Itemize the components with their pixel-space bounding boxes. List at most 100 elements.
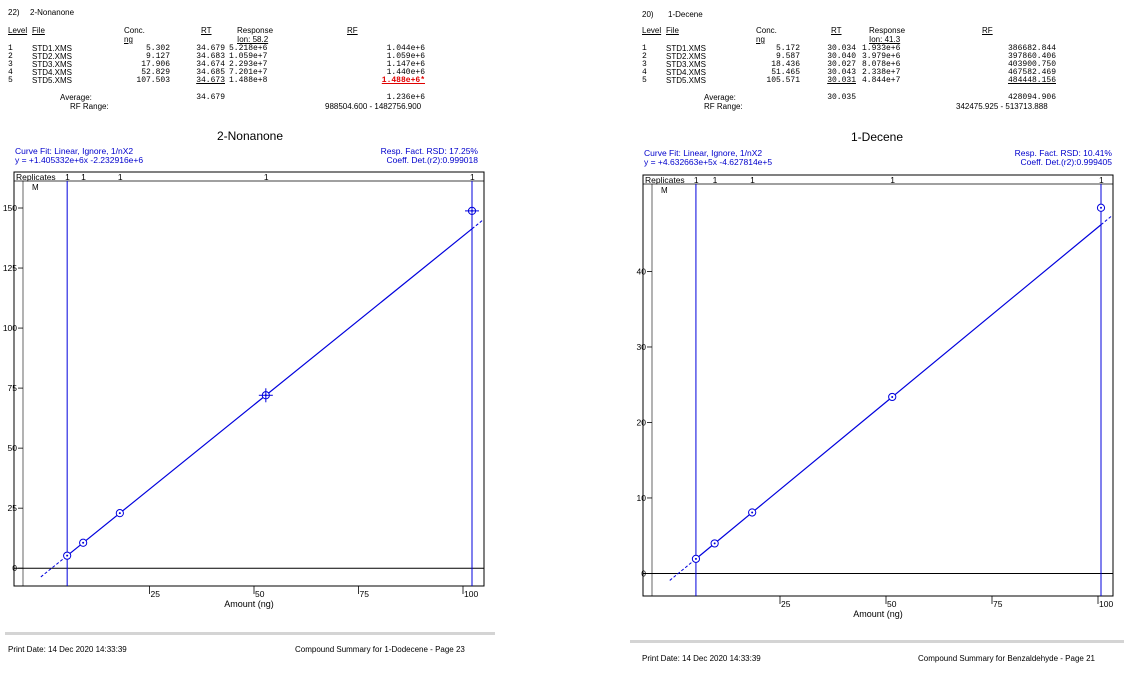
- table-cell-response: 1.933e+6: [862, 44, 901, 53]
- table-cell-rf: 403900.750: [1007, 60, 1056, 69]
- plot-frame: [642, 174, 1114, 597]
- header-ion: Ion: 58.2: [237, 35, 269, 44]
- page-summary: Compound Summary for 1-Dodecene - Page 2…: [295, 645, 465, 654]
- replicate-count: 1: [1099, 175, 1104, 185]
- x-tick-label: 100: [464, 589, 478, 599]
- y-tick-label: 125: [3, 263, 17, 273]
- table-cell-level: 3: [8, 60, 13, 69]
- header-level: Level: [8, 26, 28, 35]
- table-cell-conc: 5.172: [775, 44, 800, 53]
- y-tick-label: 150: [3, 203, 17, 213]
- table-cell-response: 4.844e+7: [862, 76, 901, 85]
- table-cell-rt: 30.027: [827, 60, 856, 69]
- table-cell-conc: 52.829: [141, 68, 170, 77]
- header-conc: Conc.: [756, 26, 777, 35]
- replicates-label: Replicates: [16, 172, 56, 182]
- table-cell-rf: 1.147e+6: [386, 60, 425, 69]
- table-cell-file: STD2.XMS: [666, 52, 707, 61]
- curve-fit-info: Curve Fit: Linear, Ignore, 1/nX2: [644, 148, 763, 158]
- header-rf: RF: [347, 26, 358, 35]
- table-cell-level: 1: [8, 44, 13, 53]
- average-rf: 1.236e+6: [386, 93, 425, 102]
- table-cell-level: 4: [642, 68, 647, 77]
- table-cell-response: 2.338e+7: [862, 68, 901, 77]
- average-rt: 34.679: [196, 93, 225, 102]
- average-rt: 30.035: [827, 93, 856, 102]
- header-response: Response: [237, 26, 274, 35]
- compound-number: 20): [642, 10, 654, 19]
- table-cell-rf: 1.488e+6*: [381, 76, 425, 85]
- table-cell-level: 1: [642, 44, 647, 53]
- page-summary: Compound Summary for Benzaldehyde - Page…: [918, 654, 1095, 663]
- data-point-center: [694, 557, 697, 560]
- header-conc-unit: ng: [756, 35, 765, 44]
- x-axis-label: Amount (ng): [853, 609, 903, 619]
- rsd-info: Resp. Fact. RSD: 10.41%: [1014, 148, 1112, 158]
- table-cell-response: 2.293e+7: [229, 60, 268, 69]
- x-tick-label: 50: [887, 599, 897, 609]
- table-cell-conc: 105.571: [766, 76, 800, 85]
- header-level: Level: [642, 26, 662, 35]
- data-point-center: [82, 541, 85, 544]
- table-cell-response: 5.218e+6: [229, 44, 268, 53]
- y-tick-label: 40: [637, 266, 647, 276]
- footer-divider: [630, 640, 1124, 643]
- table-cell-conc: 5.302: [145, 44, 170, 53]
- table-cell-rt: 30.031: [827, 76, 856, 85]
- header-rf: RF: [982, 26, 993, 35]
- fit-equation: y = +4.632663e+5x -4.627814e+5: [644, 157, 773, 167]
- rf-range: 988504.600 - 1482756.900: [325, 102, 422, 111]
- replicate-count: 1: [713, 175, 718, 185]
- print-date: Print Date: 14 Dec 2020 14:33:39: [642, 654, 761, 663]
- table-cell-file: STD3.XMS: [666, 60, 707, 69]
- replicate-count: 1: [470, 172, 475, 182]
- data-point-center: [1100, 206, 1102, 209]
- table-cell-rt: 34.673: [196, 76, 225, 85]
- rf-range: 342475.925 - 513713.888: [956, 102, 1048, 111]
- table-cell-rf: 386682.844: [1007, 44, 1056, 53]
- table-cell-level: 2: [8, 52, 13, 61]
- table-cell-response: 7.201e+7: [229, 68, 268, 77]
- table-cell-rf: 397860.406: [1007, 52, 1056, 61]
- chart-title: 2-Nonanone: [216, 129, 284, 143]
- coeff-info: Coeff. Det.(r2):0.999018: [386, 155, 478, 165]
- y-unit-label: M: [32, 183, 39, 192]
- table-cell-rt: 34.683: [196, 52, 225, 61]
- replicate-count: 1: [118, 172, 123, 182]
- curve-fit-info: Curve Fit: Linear, Ignore, 1/nX2: [15, 146, 134, 156]
- header-file: File: [666, 26, 679, 35]
- replicate-count: 1: [750, 175, 755, 185]
- table-cell-conc: 18.436: [771, 60, 800, 69]
- table-cell-rt: 34.674: [196, 60, 225, 69]
- table-cell-rt: 30.034: [827, 44, 856, 53]
- data-point-center: [891, 395, 894, 398]
- average-label: Average:: [60, 93, 92, 102]
- table-cell-rf: 1.059e+6: [386, 52, 425, 61]
- compound-name: 2-Nonanone: [30, 8, 75, 17]
- y-tick-label: 20: [637, 417, 647, 427]
- x-axis-label: Amount (ng): [224, 599, 274, 609]
- data-point-center: [713, 542, 716, 545]
- x-tick-label: 50: [255, 589, 265, 599]
- table-cell-conc: 107.503: [136, 76, 170, 85]
- replicates-label: Replicates: [645, 175, 685, 185]
- y-tick-label: 75: [8, 383, 18, 393]
- x-tick-label: 25: [781, 599, 791, 609]
- table-cell-rf: 467582.469: [1007, 68, 1056, 77]
- table-cell-level: 2: [642, 52, 647, 61]
- table-cell-file: STD4.XMS: [666, 68, 707, 77]
- average-rf: 428094.906: [1007, 93, 1056, 102]
- table-cell-file: STD2.XMS: [32, 52, 73, 61]
- plot-frame: [13, 171, 485, 587]
- table-cell-level: 4: [8, 68, 13, 77]
- table-cell-response: 1.059e+7: [229, 52, 268, 61]
- left-compound-page: 22) 2-Nonanone Level File Conc. ng RT Re…: [0, 0, 500, 687]
- average-label: Average:: [704, 93, 736, 102]
- y-tick-label: 100: [3, 323, 17, 333]
- x-tick-label: 75: [993, 599, 1003, 609]
- table-cell-conc: 17.906: [141, 60, 170, 69]
- table-cell-conc: 9.127: [145, 52, 170, 61]
- fit-equation: y = +1.405332e+6x -2.232916e+6: [15, 155, 144, 165]
- table-cell-file: STD4.XMS: [32, 68, 73, 77]
